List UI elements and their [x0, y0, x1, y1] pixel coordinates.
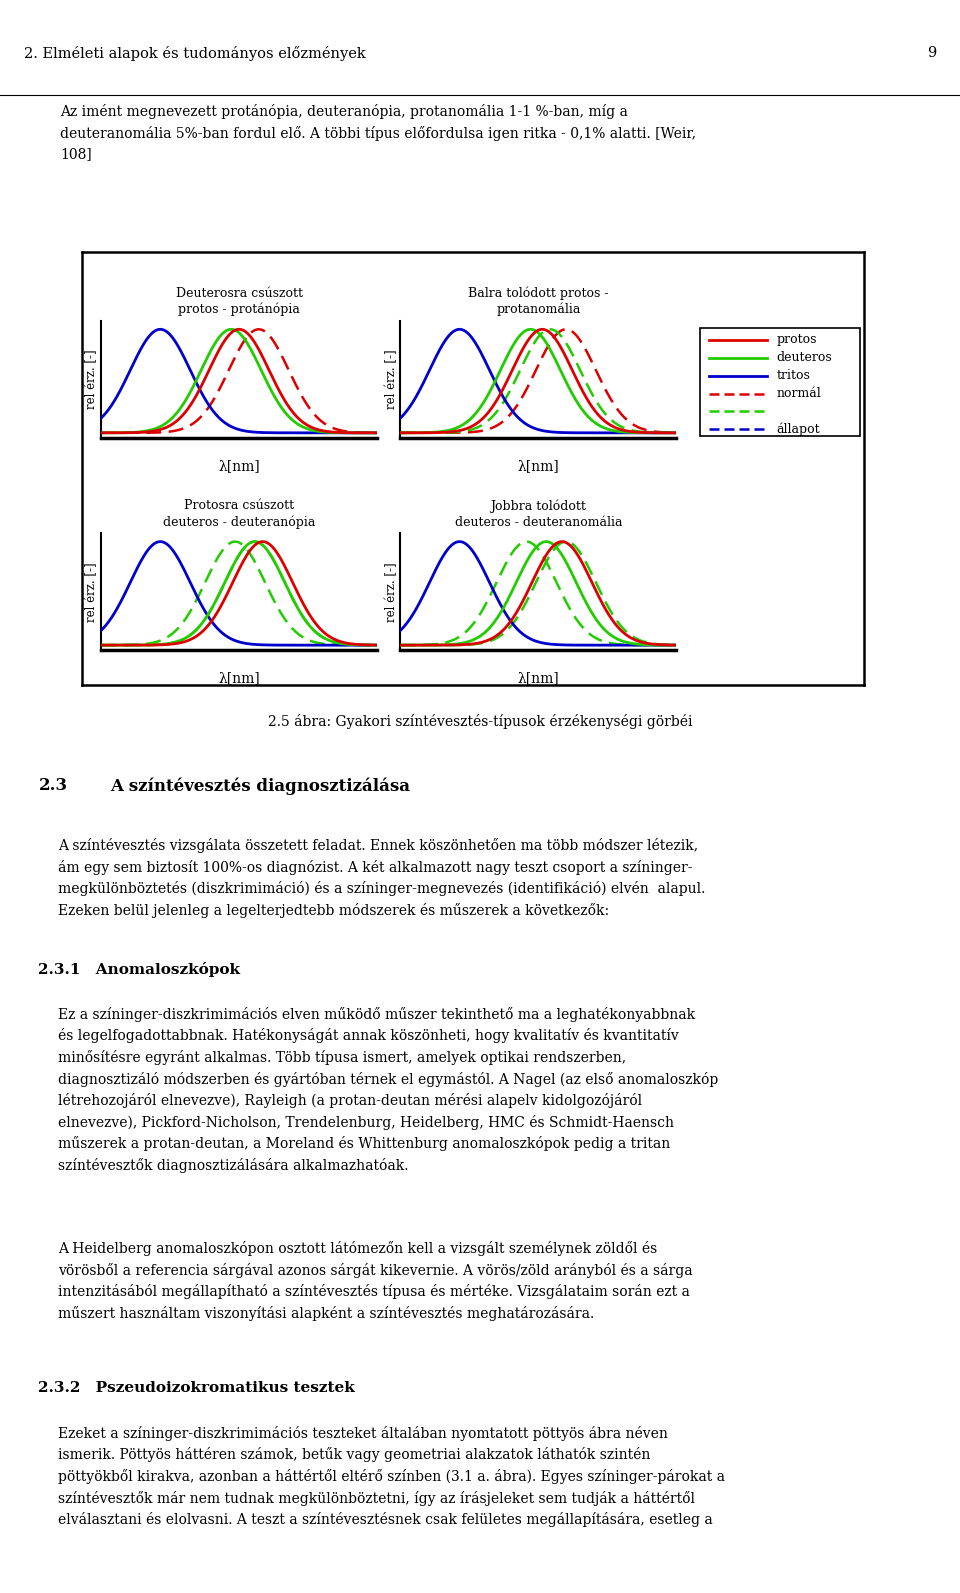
Text: protos: protos [777, 333, 817, 346]
Text: Az imént megnevezett protánópia, deuteranópia, protanomália 1-1 %-ban, míg a
deu: Az imént megnevezett protánópia, deutera… [60, 104, 697, 161]
Y-axis label: rel érz. [-]: rel érz. [-] [385, 350, 397, 409]
Text: deuteros: deuteros [777, 350, 832, 365]
Text: λ[nm]: λ[nm] [517, 459, 560, 473]
Text: Balra tolódott protos -
protanomália: Balra tolódott protos - protanomália [468, 287, 609, 317]
Text: 2. Elméleti alapok és tudományos előzmények: 2. Elméleti alapok és tudományos előzmén… [24, 46, 366, 61]
Text: 2.3.1 Anomaloszkópok: 2.3.1 Anomaloszkópok [38, 962, 240, 977]
Text: 2.5 ábra: Gyakori színtévesztés-típusok érzékenységi görbéi: 2.5 ábra: Gyakori színtévesztés-típusok … [268, 714, 692, 728]
Text: Jobbra tolódott
deuteros - deuteranomália: Jobbra tolódott deuteros - deuteranomáli… [455, 499, 622, 529]
Text: Ez a színinger-diszkrimimációs elven működő műszer tekinthető ma a leghatékonyab: Ez a színinger-diszkrimimációs elven műk… [58, 1007, 718, 1172]
Text: Ezeket a színinger-diszkrimimációs teszteket általában nyomtatott pöttyös ábra n: Ezeket a színinger-diszkrimimációs teszt… [58, 1426, 725, 1528]
Text: 9: 9 [926, 46, 936, 61]
Text: A színtévesztés vizsgálata összetett feladat. Ennek köszönhetően ma több módszer: A színtévesztés vizsgálata összetett fel… [58, 838, 705, 918]
Text: λ[nm]: λ[nm] [218, 459, 260, 473]
Y-axis label: rel érz. [-]: rel érz. [-] [85, 562, 98, 621]
Text: állapot: állapot [777, 422, 820, 436]
Text: tritos: tritos [777, 370, 810, 382]
Text: Deuterosra csúszott
protos - protánópia: Deuterosra csúszott protos - protánópia [176, 287, 302, 317]
Text: λ[nm]: λ[nm] [517, 671, 560, 685]
Text: A színtévesztés diagnosztizálása: A színtévesztés diagnosztizálása [110, 777, 411, 795]
Y-axis label: rel érz. [-]: rel érz. [-] [385, 562, 397, 621]
Text: Protosra csúszott
deuteros - deuteranópia: Protosra csúszott deuteros - deuteranópi… [163, 499, 315, 529]
Y-axis label: rel érz. [-]: rel érz. [-] [85, 350, 98, 409]
Text: A Heidelberg anomaloszkópon osztott látómezőn kell a vizsgált személynek zöldől : A Heidelberg anomaloszkópon osztott látó… [58, 1241, 692, 1321]
Text: normál: normál [777, 387, 822, 400]
Text: λ[nm]: λ[nm] [218, 671, 260, 685]
Text: 2.3.2 Pszeudoizokromatikus tesztek: 2.3.2 Pszeudoizokromatikus tesztek [38, 1381, 355, 1395]
Text: 2.3: 2.3 [38, 777, 67, 795]
